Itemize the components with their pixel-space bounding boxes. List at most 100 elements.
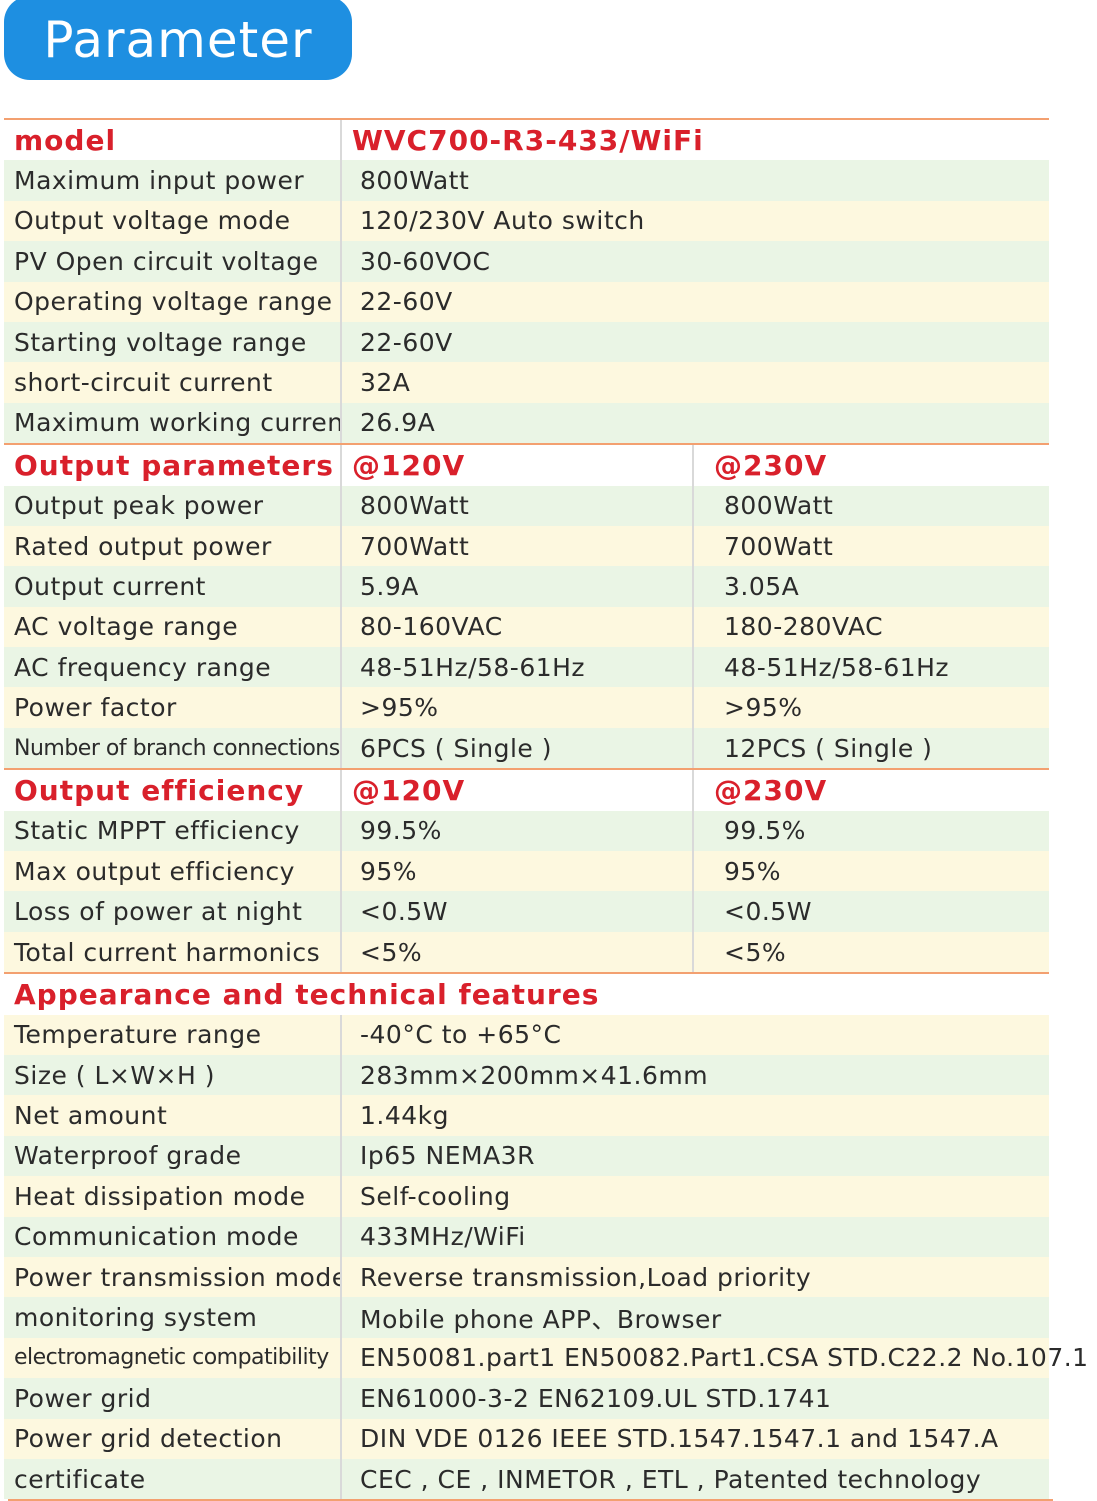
column-heading-230v: @230V <box>714 773 828 807</box>
value-120v: 99.5% <box>342 810 694 852</box>
value-120v: 80-160VAC <box>342 606 694 648</box>
model-row: model WVC700-R3-433/WiFi <box>4 120 1049 161</box>
row-value: Ip65 NEMA3R <box>360 1141 535 1171</box>
row-label: Power factor <box>4 687 342 728</box>
table-row: Operating voltage range 22-60V <box>4 281 1049 322</box>
table-row: electromagnetic compatibility EN50081.par… <box>4 1337 1089 1379</box>
table-row: Max output efficiency 95% 95% <box>4 851 1049 892</box>
row-label: Number of branch connections <box>4 727 342 769</box>
table-row: Power factor >95% >95% <box>4 687 1049 728</box>
table-row: PV Open circuit voltage 30-60VOC <box>4 241 1049 282</box>
table-row: Rated output power 700Watt 700Watt <box>4 525 1049 567</box>
table-row: Size ( L×W×H ) 283mm×200mm×41.6mm <box>4 1054 1049 1096</box>
value-230v: <0.5W <box>724 897 812 927</box>
section-heading: Output parameters <box>4 445 342 486</box>
row-label: Output current <box>4 566 342 607</box>
value-120v: 95% <box>342 851 694 892</box>
row-value: Mobile phone APP、Browser <box>360 1304 722 1334</box>
table-row: Output peak power 800Watt 800Watt <box>4 485 1049 526</box>
table-row: Static MPPT efficiency 99.5% 99.5% <box>4 810 1049 852</box>
row-value: 120/230V Auto switch <box>360 206 645 236</box>
table-row: Maximum working current 26.9A <box>4 402 1049 444</box>
table-row: Number of branch connections 6PCS ( Singl… <box>4 727 1049 769</box>
model-value: WVC700-R3-433/WiFi <box>352 123 704 157</box>
row-label: certificate <box>4 1458 342 1500</box>
value-120v: >95% <box>342 687 694 728</box>
row-value: -40°C to +65°C <box>360 1020 562 1050</box>
table-row: AC frequency range 48-51Hz/58-61Hz 48-51Hz… <box>4 647 1049 688</box>
row-label: electromagnetic compatibility <box>4 1337 342 1379</box>
value-120v: 5.9A <box>342 566 694 607</box>
table-row: Temperature range -40°C to +65°C <box>4 1014 1049 1055</box>
row-label: Power grid detection <box>4 1418 342 1459</box>
value-120v: 700Watt <box>342 525 694 567</box>
parameter-title-badge: Parameter <box>4 0 352 80</box>
row-label: Power transmission mode <box>4 1256 342 1298</box>
value-230v: <5% <box>724 937 787 967</box>
table-row: Net amount 1.44kg <box>4 1095 1049 1136</box>
value-230v: 48-51Hz/58-61Hz <box>724 652 950 682</box>
row-value: EN50081.part1 EN50082.Part1.CSA STD.C22.… <box>360 1343 1089 1373</box>
column-heading-120v: @120V <box>342 445 694 486</box>
value-230v: 12PCS ( Single ) <box>724 733 933 763</box>
section-heading: Output efficiency <box>4 770 342 811</box>
row-label: Temperature range <box>4 1014 342 1055</box>
row-label: Output voltage mode <box>4 200 342 242</box>
row-label: Communication mode <box>4 1216 342 1257</box>
row-label: Output peak power <box>4 485 342 526</box>
row-value: 22-60V <box>360 287 453 317</box>
row-value: 800Watt <box>360 166 470 196</box>
row-value: EN61000-3-2 EN62109.UL STD.1741 <box>360 1383 832 1413</box>
row-label: AC frequency range <box>4 647 342 688</box>
column-heading-230v: @230V <box>714 448 828 482</box>
row-value: Reverse transmission,Load priority <box>360 1262 812 1292</box>
row-label: Rated output power <box>4 525 342 567</box>
table-row: Power grid detection DIN VDE 0126 IEEE ST… <box>4 1418 1049 1459</box>
row-value: 26.9A <box>360 408 436 438</box>
row-label: Loss of power at night <box>4 891 342 932</box>
table-row: Starting voltage range 22-60V <box>4 321 1049 363</box>
table-row: Power transmission mode Reverse transmiss… <box>4 1256 1049 1298</box>
table-row: Waterproof grade Ip65 NEMA3R <box>4 1135 1049 1177</box>
value-230v: 180-280VAC <box>724 612 884 642</box>
model-label: model <box>4 120 342 161</box>
row-label: Total current harmonics <box>4 931 342 973</box>
value-230v: 99.5% <box>724 816 806 846</box>
row-label: Static MPPT efficiency <box>4 810 342 852</box>
table-row: Loss of power at night <0.5W <0.5W <box>4 891 1049 932</box>
row-value: 283mm×200mm×41.6mm <box>360 1060 709 1090</box>
row-label: Max output efficiency <box>4 851 342 892</box>
row-label: AC voltage range <box>4 606 342 648</box>
value-120v: 6PCS ( Single ) <box>342 727 694 769</box>
section-heading: Appearance and technical features <box>14 977 600 1011</box>
row-label: Starting voltage range <box>4 321 342 363</box>
value-230v: >95% <box>724 693 803 723</box>
value-120v: 800Watt <box>342 485 694 526</box>
row-label: Maximum working current <box>4 402 342 444</box>
row-value: 433MHz/WiFi <box>360 1222 526 1252</box>
table-row: Power grid EN61000-3-2 EN62109.UL STD.174… <box>4 1378 1049 1419</box>
row-value: DIN VDE 0126 IEEE STD.1547.1547.1 and 15… <box>360 1424 999 1454</box>
row-value: 32A <box>360 368 411 398</box>
row-label: Heat dissipation mode <box>4 1176 342 1217</box>
row-label: Operating voltage range <box>4 281 342 322</box>
table-row: short-circuit current 32A <box>4 362 1049 403</box>
table-row: Output current 5.9A 3.05A <box>4 566 1049 607</box>
value-230v: 95% <box>724 856 782 886</box>
row-label: short-circuit current <box>4 362 342 403</box>
table-row: Heat dissipation mode Self-cooling <box>4 1176 1049 1217</box>
row-label: monitoring system <box>4 1297 342 1338</box>
table-row: Maximum input power 800Watt <box>4 160 1049 201</box>
features-header: Appearance and technical features <box>4 972 1049 1015</box>
row-value: CEC , CE , INMETOR , ETL , Patented tech… <box>360 1464 982 1494</box>
table-row: monitoring system Mobile phone APP、Browse… <box>4 1297 1049 1338</box>
value-230v: 3.05A <box>724 571 800 601</box>
value-120v: 48-51Hz/58-61Hz <box>342 647 694 688</box>
row-label: Waterproof grade <box>4 1135 342 1177</box>
value-120v: <5% <box>342 931 694 973</box>
table-row: certificate CEC , CE , INMETOR , ETL , Pa… <box>4 1458 1049 1500</box>
row-label: Net amount <box>4 1095 342 1136</box>
row-label: Maximum input power <box>4 160 342 201</box>
row-label: PV Open circuit voltage <box>4 241 342 282</box>
output-efficiency-header: Output efficiency @120V @230V <box>4 768 1049 811</box>
